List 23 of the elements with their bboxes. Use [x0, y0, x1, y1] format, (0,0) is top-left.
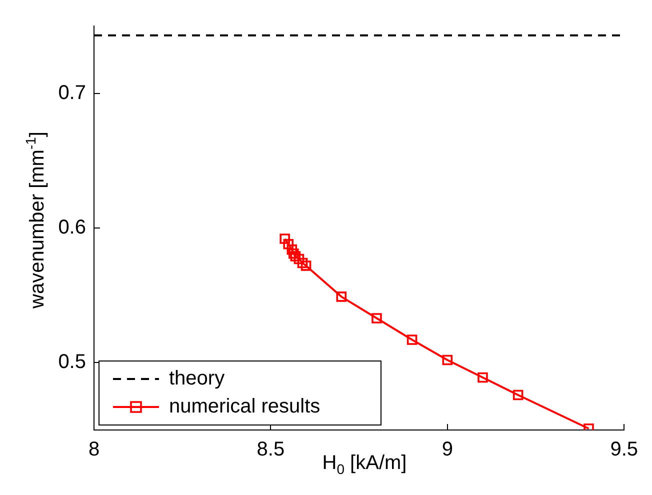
point [512, 390, 524, 400]
point [336, 292, 347, 302]
x-tick-label: 8.5 [256, 438, 285, 461]
legend-label: theory [169, 368, 225, 390]
legend-label: numerical results [169, 396, 320, 418]
y-tick-label: 0.5 [58, 351, 86, 374]
x-axis-title: H$_{0}$ [kA/m] [322, 452, 407, 477]
y-tick-label: 0.6 [58, 216, 86, 239]
point [478, 372, 488, 383]
point [286, 244, 298, 255]
point [283, 239, 294, 250]
point [406, 334, 418, 345]
x-tick-label: 8 [88, 438, 100, 461]
point [290, 251, 301, 262]
point [300, 260, 312, 271]
point [294, 254, 304, 264]
point [280, 234, 290, 244]
point [442, 354, 453, 366]
x-tick-label: 9.5 [610, 438, 638, 461]
y-tick-label: 0.7 [58, 82, 86, 104]
point [297, 258, 308, 268]
point [372, 313, 382, 324]
x-tick-label: 9 [442, 438, 453, 461]
